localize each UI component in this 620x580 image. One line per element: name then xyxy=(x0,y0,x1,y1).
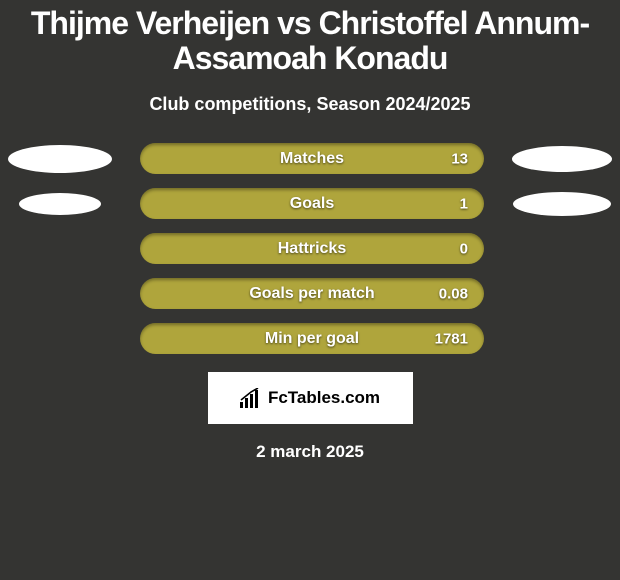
stat-label: Matches xyxy=(156,150,468,168)
comparison-title: Thijme Verheijen vs Christoffel Annum- A… xyxy=(0,0,620,76)
stat-bar: Goals per match0.08 xyxy=(140,278,484,309)
stat-value: 0.08 xyxy=(439,285,468,302)
stat-row: Goals1 xyxy=(0,188,620,219)
left-spacer xyxy=(8,248,112,249)
bar-chart-icon xyxy=(240,388,262,408)
stat-value: 1 xyxy=(460,195,468,212)
left-ellipse xyxy=(19,193,101,215)
stat-value: 0 xyxy=(460,240,468,257)
stat-row: Matches13 xyxy=(0,143,620,174)
stat-bar: Min per goal1781 xyxy=(140,323,484,354)
date-text: 2 march 2025 xyxy=(0,442,620,462)
stat-rows: Matches13 Goals1 Hattricks0 Goals per match… xyxy=(0,143,620,354)
title-line-1: Thijme Verheijen vs Christoffel Annum- xyxy=(0,6,620,41)
right-spacer xyxy=(512,248,612,249)
stat-row: Min per goal1781 xyxy=(0,323,620,354)
stat-row: Hattricks0 xyxy=(0,233,620,264)
subtitle: Club competitions, Season 2024/2025 xyxy=(0,94,620,115)
left-spacer xyxy=(8,338,112,339)
stat-value: 13 xyxy=(451,150,468,167)
logo-text: FcTables.com xyxy=(268,388,380,408)
left-ellipse xyxy=(8,145,112,173)
stat-label: Hattricks xyxy=(156,240,468,258)
right-ellipse xyxy=(512,146,612,172)
stat-row: Goals per match0.08 xyxy=(0,278,620,309)
logo-box: FcTables.com xyxy=(208,372,413,424)
title-line-2: Assamoah Konadu xyxy=(0,41,620,76)
stat-bar: Goals1 xyxy=(140,188,484,219)
stat-label: Min per goal xyxy=(156,330,468,348)
right-spacer xyxy=(512,293,612,294)
stat-bar: Hattricks0 xyxy=(140,233,484,264)
stat-bar: Matches13 xyxy=(140,143,484,174)
right-spacer xyxy=(512,338,612,339)
stat-label: Goals per match xyxy=(156,285,468,303)
left-spacer xyxy=(8,293,112,294)
right-ellipse xyxy=(513,192,611,216)
stat-value: 1781 xyxy=(435,330,468,347)
stat-label: Goals xyxy=(156,195,468,213)
